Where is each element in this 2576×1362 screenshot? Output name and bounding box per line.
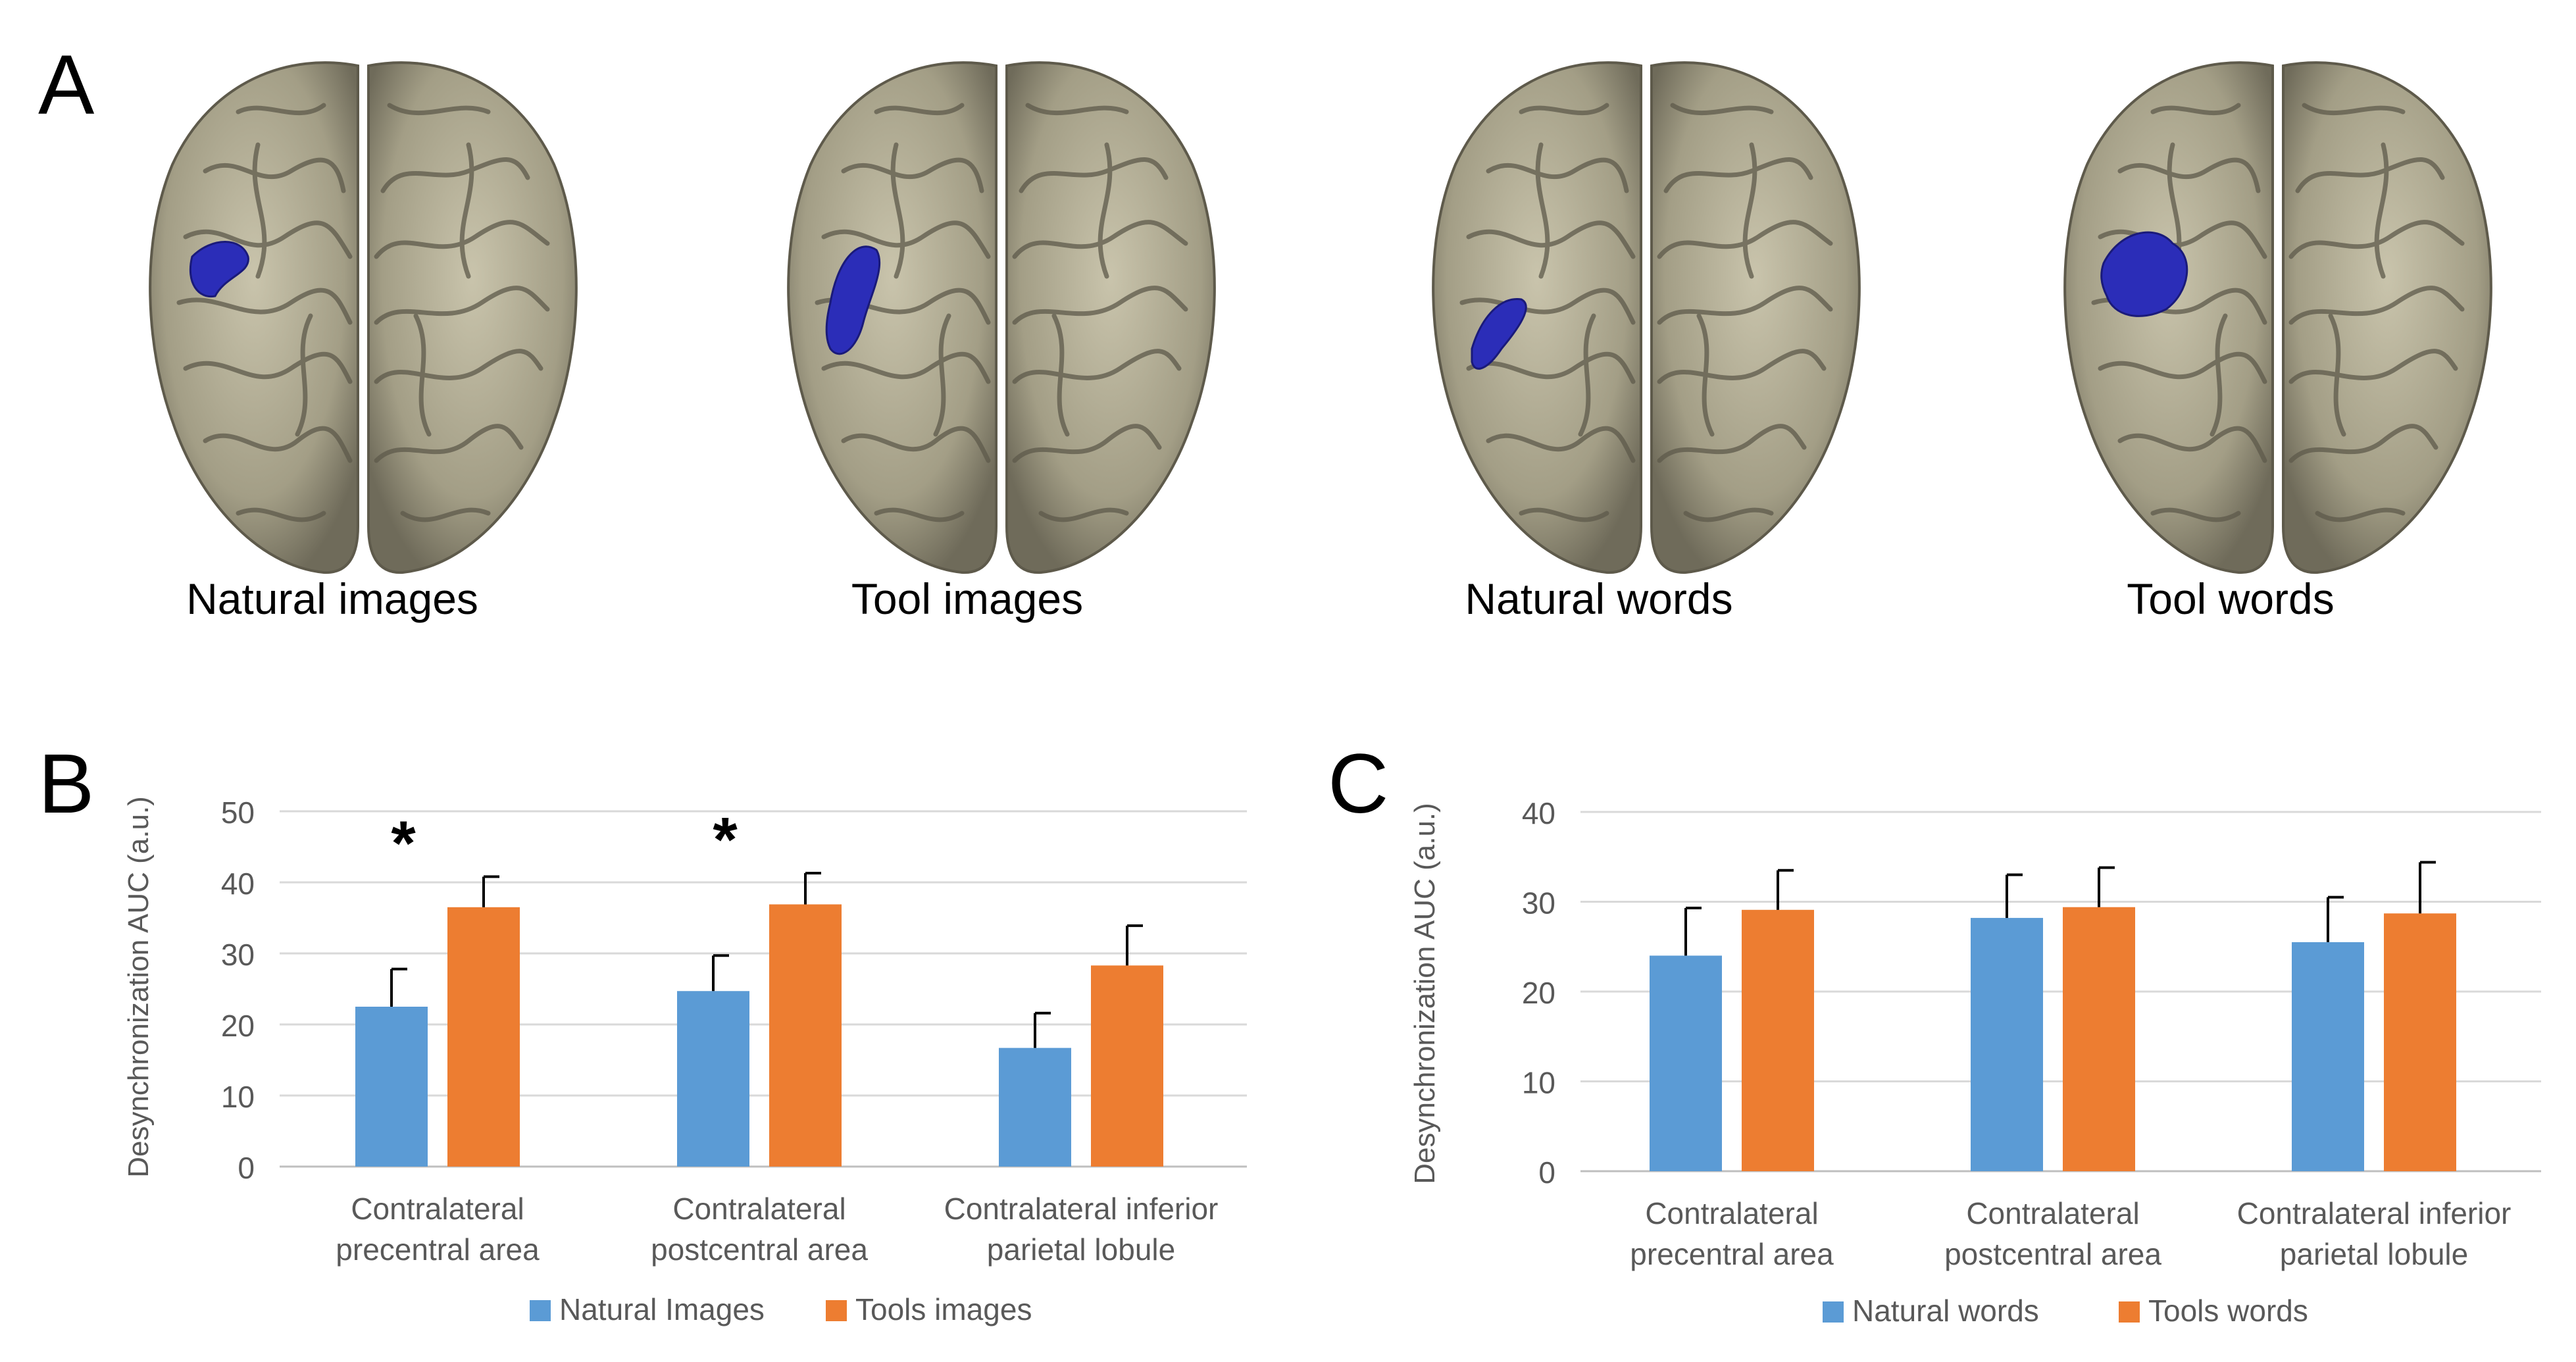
bar-b-series2-3 — [1091, 965, 1163, 1167]
bar-c-series2-3 — [2384, 913, 2456, 1171]
right-hemisphere — [367, 61, 578, 574]
right-hemisphere — [1005, 61, 1216, 574]
y-axis-label-b: Desynchronization AUC (a.u.) — [122, 796, 155, 1178]
brain-render — [2063, 61, 2492, 574]
brain-caption-3: Natural words — [1465, 574, 1733, 623]
left-hemisphere — [2063, 61, 2274, 574]
y-axis-label-c: Desynchronization AUC (a.u.) — [1409, 803, 1441, 1184]
bar-b-series1-2 — [677, 991, 749, 1167]
y-tick-label-b: 40 — [221, 867, 255, 901]
panel-label-a: A — [38, 38, 95, 132]
x-tick-label-c: precentral area — [1630, 1237, 1834, 1271]
x-tick-label-c: Contralateral — [1645, 1196, 1818, 1230]
activation-cluster — [1471, 297, 1527, 370]
y-tick-label-b: 50 — [221, 795, 255, 830]
activation-cluster — [825, 245, 881, 355]
brain-caption-1: Natural images — [186, 574, 478, 623]
x-tick-label-c: Contralateral — [1966, 1196, 2139, 1230]
legend-swatch-c — [1823, 1301, 1844, 1323]
bar-c-series2-1 — [1742, 909, 1814, 1171]
x-tick-label-b: Contralateral — [672, 1192, 846, 1226]
panel-label-c: C — [1328, 737, 1389, 831]
x-tick-label-b: parietal lobule — [987, 1232, 1175, 1267]
bar-c-series1-2 — [1971, 918, 2043, 1171]
brain-caption-4: Tool words — [2127, 574, 2335, 623]
bar-b-series2-2 — [769, 904, 842, 1167]
brain-render — [1432, 61, 1861, 574]
activation-cluster — [2100, 231, 2188, 317]
legend-swatch-b — [530, 1300, 551, 1321]
left-hemisphere — [149, 61, 359, 574]
y-tick-label-c: 10 — [1522, 1066, 1555, 1100]
y-tick-label-b: 20 — [221, 1009, 255, 1043]
bar-b-series1-1 — [355, 1007, 428, 1167]
significance-star-b: * — [391, 808, 416, 878]
cortical-folds — [2091, 103, 2465, 522]
legend-label-c: Natural words — [1852, 1294, 2039, 1328]
legend-label-b: Natural Images — [559, 1292, 765, 1326]
right-hemisphere — [2282, 61, 2492, 574]
y-tick-label-b: 30 — [221, 938, 255, 972]
x-tick-label-b: precentral area — [336, 1232, 540, 1267]
legend-swatch-c — [2119, 1301, 2140, 1323]
y-tick-label-b: 10 — [221, 1080, 255, 1114]
x-tick-label-b: Contralateral inferior — [944, 1192, 1219, 1226]
y-tick-label-b: 0 — [238, 1151, 255, 1185]
y-tick-label-c: 30 — [1522, 886, 1555, 921]
brain-image-3 — [1409, 39, 1883, 592]
bar-c-series2-2 — [2063, 907, 2135, 1171]
bar-c-series1-1 — [1650, 955, 1722, 1171]
right-hemisphere — [1650, 61, 1861, 574]
brain-image-1 — [126, 39, 600, 592]
brain-image-2 — [765, 39, 1238, 592]
legend-label-b: Tools images — [855, 1292, 1032, 1326]
brain-image-4 — [2041, 39, 2515, 592]
brain-render — [787, 61, 1216, 574]
left-hemisphere — [787, 61, 998, 574]
cortical-folds — [1459, 103, 1833, 522]
x-tick-label-c: parietal lobule — [2280, 1237, 2468, 1271]
x-tick-label-c: postcentral area — [1944, 1237, 2161, 1271]
bar-c-series1-3 — [2292, 942, 2364, 1171]
legend-swatch-b — [826, 1300, 847, 1321]
x-tick-label-b: Contralateral — [351, 1192, 524, 1226]
brain-caption-2: Tool images — [851, 574, 1084, 623]
x-tick-label-c: Contralateral inferior — [2237, 1196, 2512, 1230]
legend-label-c: Tools words — [2148, 1294, 2308, 1328]
significance-star-b: * — [713, 805, 738, 875]
activation-cluster — [189, 241, 249, 298]
cortical-folds — [176, 103, 550, 522]
panel-label-b: B — [38, 737, 95, 831]
brain-render — [149, 61, 578, 574]
bar-b-series2-1 — [447, 907, 520, 1167]
bar-b-series1-3 — [999, 1047, 1071, 1167]
y-tick-label-c: 0 — [1538, 1155, 1555, 1190]
x-tick-label-b: postcentral area — [651, 1232, 868, 1267]
y-tick-label-c: 40 — [1522, 796, 1555, 830]
left-hemisphere — [1432, 61, 1642, 574]
y-tick-label-c: 20 — [1522, 976, 1555, 1010]
